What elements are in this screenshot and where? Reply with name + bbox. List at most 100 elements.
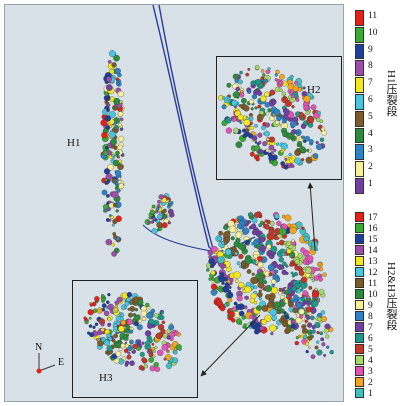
- microseismic-event: [237, 242, 245, 250]
- microseismic-event: [311, 300, 319, 307]
- microseismic-event: [269, 220, 275, 226]
- microseismic-event: [317, 111, 321, 115]
- legend-swatch: [355, 144, 364, 161]
- microseismic-event: [281, 142, 288, 150]
- microseismic-event: [115, 209, 119, 213]
- microseismic-event: [153, 349, 157, 353]
- microseismic-event: [267, 67, 271, 71]
- microseismic-event: [111, 62, 117, 68]
- microseismic-event: [279, 88, 283, 93]
- legend-stage-label: 10: [368, 290, 378, 300]
- legend-stage-label: 3: [368, 367, 373, 377]
- microseismic-event: [126, 354, 132, 360]
- microseismic-event: [282, 261, 287, 267]
- microseismic-event: [268, 229, 275, 236]
- microseismic-event: [113, 97, 121, 105]
- legend-stage-label: 13: [368, 257, 378, 267]
- microseismic-event: [283, 95, 287, 99]
- microseismic-event: [298, 314, 304, 319]
- microseismic-event: [136, 346, 141, 351]
- legend-stage-label: 11: [368, 279, 378, 289]
- microseismic-event: [111, 191, 119, 199]
- microseismic-event: [310, 104, 317, 111]
- h1-label: H1: [67, 137, 81, 149]
- microseismic-event: [233, 301, 238, 306]
- microseismic-event: [108, 111, 116, 118]
- legend-stage-label: 12: [368, 268, 378, 278]
- legend-swatch: [355, 94, 364, 110]
- h3-callout-arrow: [200, 314, 261, 377]
- microseismic-event: [318, 124, 323, 129]
- microseismic-event: [297, 87, 303, 92]
- compass-origin: [36, 368, 42, 374]
- microseismic-event: [280, 265, 285, 270]
- microseismic-event: [238, 321, 243, 325]
- microseismic-event: [116, 321, 121, 326]
- microseismic-event: [117, 177, 122, 181]
- microseismic-event: [271, 315, 277, 321]
- microseismic-event: [208, 257, 215, 265]
- microseismic-event: [218, 230, 223, 236]
- microseismic-event: [251, 272, 255, 276]
- microseismic-event: [111, 154, 115, 158]
- microseismic-event: [238, 281, 245, 288]
- microseismic-event: [235, 231, 243, 239]
- microseismic-event: [211, 280, 215, 284]
- microseismic-event: [249, 320, 258, 329]
- microseismic-event: [318, 267, 324, 272]
- microseismic-event: [301, 123, 307, 129]
- microseismic-event: [311, 325, 316, 330]
- microseismic-event: [106, 194, 110, 198]
- microseismic-event: [244, 295, 248, 300]
- microseismic-event: [251, 217, 258, 224]
- microseismic-event: [300, 247, 306, 253]
- microseismic-event: [317, 273, 322, 278]
- microseismic-event: [241, 315, 246, 320]
- legend-stage-label: 2: [368, 162, 373, 173]
- legend-swatch: [355, 60, 364, 77]
- h1-legend-title: H1压裂段: [385, 70, 397, 117]
- microseismic-event: [139, 351, 145, 357]
- microseismic-event: [264, 284, 272, 293]
- microseismic-event: [270, 286, 278, 294]
- microseismic-event: [258, 223, 263, 228]
- microseismic-event: [229, 277, 234, 283]
- microseismic-event: [221, 263, 227, 269]
- microseismic-event: [258, 277, 265, 284]
- microseismic-event: [162, 208, 167, 213]
- microseismic-event: [305, 349, 309, 354]
- microseismic-event: [240, 87, 244, 92]
- microseismic-event: [216, 299, 223, 306]
- microseismic-event: [286, 294, 290, 298]
- microseismic-event: [250, 283, 255, 288]
- microseismic-event: [290, 323, 296, 329]
- microseismic-event: [316, 330, 320, 335]
- microseismic-event: [248, 212, 254, 217]
- microseismic-event: [238, 104, 243, 108]
- microseismic-event: [315, 140, 319, 145]
- microseismic-event: [278, 256, 284, 263]
- microseismic-event: [270, 159, 274, 163]
- microseismic-event: [116, 188, 121, 193]
- microseismic-event: [211, 277, 215, 281]
- legend-swatch: [355, 278, 364, 288]
- microseismic-event: [114, 67, 121, 75]
- microseismic-event: [234, 279, 239, 283]
- h2-label: H2: [307, 84, 321, 96]
- microseismic-event: [244, 239, 251, 246]
- microseismic-event: [257, 104, 262, 109]
- microseismic-event: [248, 99, 255, 105]
- north-label: N: [35, 342, 43, 353]
- microseismic-event: [290, 164, 295, 168]
- microseismic-event: [287, 83, 295, 90]
- microseismic-event: [294, 340, 299, 346]
- microseismic-event: [109, 125, 113, 128]
- microseismic-event: [106, 108, 111, 112]
- microseismic-event: [115, 150, 120, 156]
- microseismic-event: [259, 325, 265, 331]
- microseismic-event: [325, 334, 330, 339]
- microseismic-event: [266, 244, 272, 250]
- h3-inset-box: [72, 280, 198, 398]
- microseismic-event: [270, 331, 274, 336]
- microseismic-event: [301, 327, 308, 335]
